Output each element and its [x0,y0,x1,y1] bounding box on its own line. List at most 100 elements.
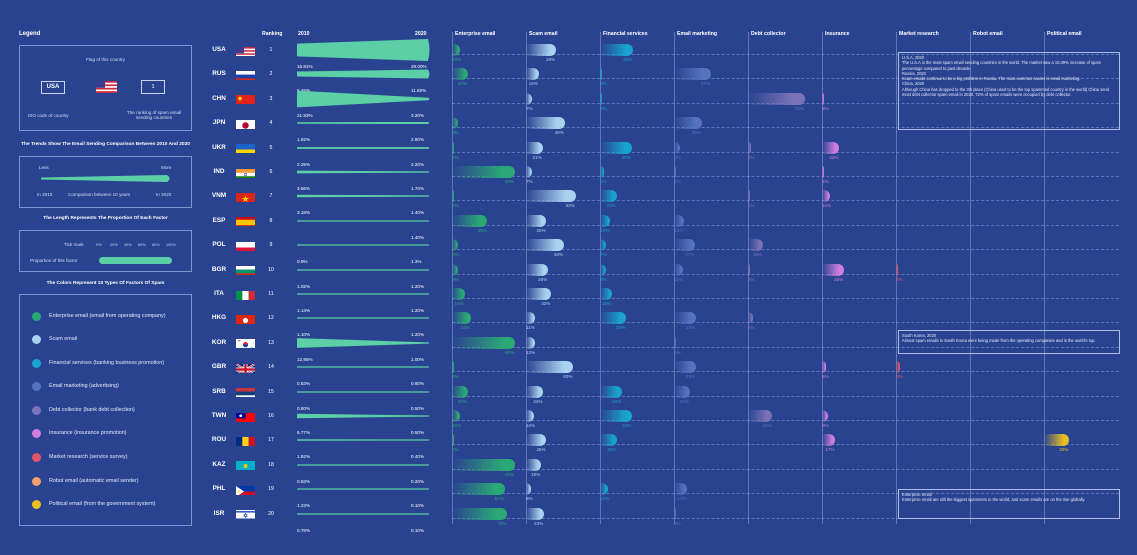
flag-kaz-icon [236,459,255,471]
rank-caption: The ranking of spam email sending countr… [126,110,182,120]
legend-color-dot [32,477,41,486]
factor-value-label: 28% [834,276,844,282]
row-divider [452,346,1119,348]
factor-bar [452,410,460,422]
factor-value-label: 10% [822,203,832,209]
factor-value-label: 38% [545,57,556,62]
header-insurance: Insurance [825,31,850,37]
factor-value-label: 5% [896,374,903,380]
factor-bar [452,239,459,252]
trend-shape [297,220,430,222]
factor-value-label: 60% [563,374,573,380]
factor-value-label: 28% [686,325,696,331]
legend-item-label: Email marketing (advertising) [49,383,119,389]
factor-bar [1044,434,1070,447]
in-2010-label: In 2010 [37,192,53,197]
trend-shape [297,244,430,246]
rank-number: 20 [268,510,274,517]
value-2020: 0.20% [411,478,425,484]
factor-bar [822,166,824,178]
tick-40: 40% [124,243,132,247]
factor-bar [452,166,515,178]
factor-value-label: 23% [534,520,544,526]
factor-value-label: 22% [829,154,839,160]
rank-number: 1 [269,47,273,53]
factor-bar [822,263,845,276]
factor-bar [748,141,752,154]
trend-area [297,337,430,348]
factor-value-label: 80% [505,349,515,355]
factor-value-label: 63% [565,203,575,209]
factor-value-label: 19% [752,252,763,258]
factor-bar [748,239,763,252]
factor-bar [822,361,826,374]
legend-item-label: Financial services (banking business pro… [49,360,165,366]
country-code: BGR [211,265,227,273]
country-code: KAZ [212,460,226,468]
note-line: Enterprise email are still the biggest s… [902,497,1086,503]
factor-value-label: 8% [600,276,607,282]
rank-number: 11 [268,291,274,297]
value-2010: 1.92% [297,454,311,460]
flag-esp-icon [236,215,255,227]
rank-number: 16 [268,413,274,419]
trend-area [297,39,430,61]
country-code: IND [213,168,225,175]
factor-value-label: 48% [553,252,563,258]
factor-bar [748,92,805,105]
trend-area [297,122,430,125]
value-2020: 0.10% [411,527,425,533]
value-2010: 1.92% [297,137,311,143]
factor-bar [526,288,552,300]
factor-bar [452,361,454,374]
note-line: Scam emails continue to be a big problem… [902,76,1081,82]
note-line: Almost spam emails in South Korea were b… [902,338,1096,344]
ranking-header: Ranking [262,31,283,37]
tick-80: 80% [152,243,160,247]
value-2020: 2.20% [411,161,425,167]
comparison-label: Comparison between 10 years [68,192,131,197]
trend-area [297,244,430,246]
factor-bar [452,336,515,349]
factor-bar [600,68,602,81]
factor-bar [526,92,532,105]
trend-area [297,366,430,368]
rank-number: 12 [268,315,274,322]
rank-number: 15 [268,388,274,395]
factor-value-label: 20% [457,81,467,87]
factor-value-label: 32% [541,301,551,306]
country-code: KOR [211,338,227,346]
row-divider [452,151,1119,153]
trend-shape [297,488,430,490]
factor-bar [600,385,623,398]
note-line: China, 2020 [902,81,925,87]
factor-bar [896,263,898,276]
rank-number: 13 [268,339,274,346]
trend-shape [297,413,430,419]
note-line: Although China has dropped to the 3th pl… [902,86,1110,98]
factor-value-label: 7% [526,179,533,184]
trend-shape [297,293,430,295]
tick-100: 100% [166,243,176,247]
factor-bar [526,410,534,422]
column-divider [674,32,675,524]
factor-bar [452,44,460,56]
factor-value-label: 2% [452,374,459,380]
value-2020: 1.20% [411,332,425,338]
row-divider [452,517,1119,519]
factor-bar [600,190,617,203]
factor-value-label: 28% [612,398,622,404]
factor-value-label: 17% [677,496,687,502]
factor-bar [452,288,465,300]
rank-number: 7 [269,193,273,200]
factor-bar [748,410,773,422]
row-divider [452,322,1119,324]
trend-area [297,488,430,490]
legend-title: Legend [19,31,41,37]
row-divider [452,420,1119,421]
factor-bar [452,434,454,447]
factor-value-label: 17% [825,447,835,453]
row-divider [452,298,1119,299]
factor-value-label: 2% [748,276,755,282]
factor-value-label: 10% [526,423,536,428]
